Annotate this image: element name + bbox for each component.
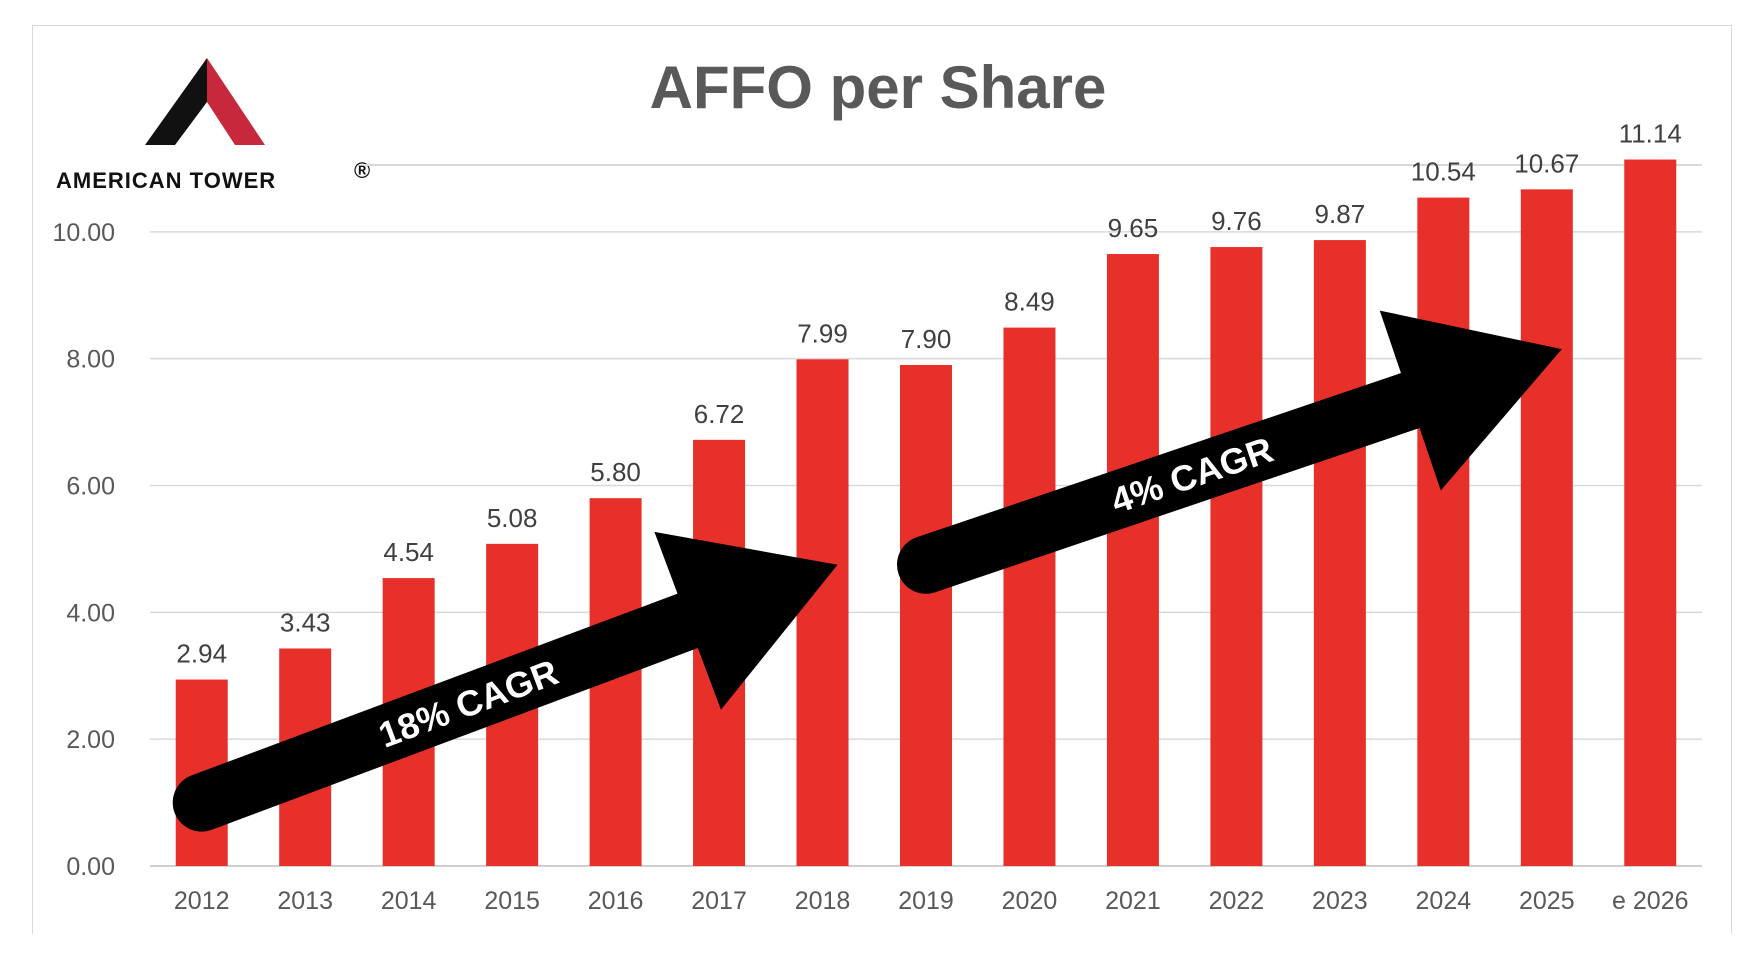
y-tick-label: 4.00 [66, 599, 115, 627]
x-tick-label: 2012 [174, 887, 230, 915]
data-label: 5.80 [590, 457, 641, 487]
arrow-head [654, 531, 838, 710]
x-tick-label: 2024 [1416, 887, 1472, 915]
data-label: 10.67 [1514, 148, 1579, 178]
data-label: 8.49 [1004, 287, 1055, 317]
logo-dark-mark [145, 58, 207, 145]
x-tick-label: 2019 [898, 887, 954, 915]
y-tick-label: 10.00 [52, 219, 115, 247]
bar [900, 365, 952, 866]
bar [1003, 327, 1056, 866]
y-tick-label: 2.00 [66, 726, 115, 754]
bar [1520, 189, 1573, 866]
bar [1210, 247, 1263, 866]
x-tick-label: 2013 [277, 887, 333, 915]
y-tick-label: 0.00 [66, 853, 115, 881]
bar [1106, 254, 1159, 866]
bar-layer [175, 159, 1677, 867]
x-tick-label: e 2026 [1612, 887, 1688, 915]
data-label: 9.65 [1108, 213, 1159, 243]
x-tick-label: 2015 [484, 887, 540, 915]
chart-title: AFFO per Share [650, 54, 1107, 121]
x-tick-label: 2022 [1209, 887, 1265, 915]
data-label: 7.90 [901, 324, 952, 354]
y-tick-label: 6.00 [66, 473, 115, 501]
x-tick-label: 2020 [1002, 887, 1058, 915]
bar [796, 359, 849, 866]
x-tick-label: 2023 [1312, 887, 1368, 915]
data-label: 9.87 [1315, 199, 1366, 229]
x-tick-label: 2018 [795, 887, 851, 915]
x-tick-label: 2025 [1519, 887, 1575, 915]
data-label: 9.76 [1211, 206, 1262, 236]
data-label: 5.08 [487, 503, 538, 533]
x-tick-label: 2021 [1105, 887, 1161, 915]
arrow-shaft [172, 591, 703, 832]
american-tower-logo: AMERICAN TOWER ® [56, 58, 371, 193]
logo-text: AMERICAN TOWER [56, 168, 276, 193]
bar [1417, 197, 1470, 867]
data-label: 7.99 [797, 318, 848, 348]
y-tick-label: 8.00 [66, 346, 115, 374]
data-label: 4.54 [383, 537, 434, 567]
data-label: 3.43 [280, 607, 331, 637]
data-label: 2.94 [176, 639, 227, 669]
logo-registered-mark: ® [354, 158, 371, 183]
logo-red-mark [207, 58, 265, 145]
arrow-head [1379, 310, 1562, 491]
data-label: 6.72 [694, 399, 745, 429]
label-layer: 0.00 2.00 4.00 6.00 8.00 10.00 2.94 2012 3.43 201… [52, 119, 1688, 915]
bar [1313, 240, 1366, 866]
x-tick-label: 2016 [588, 887, 644, 915]
data-label: 11.14 [1619, 119, 1682, 149]
arrow-shaft [897, 371, 1425, 594]
data-label: 10.54 [1411, 157, 1476, 187]
x-tick-label: 2017 [691, 887, 747, 915]
x-tick-label: 2014 [381, 887, 437, 915]
bar [1624, 159, 1677, 866]
